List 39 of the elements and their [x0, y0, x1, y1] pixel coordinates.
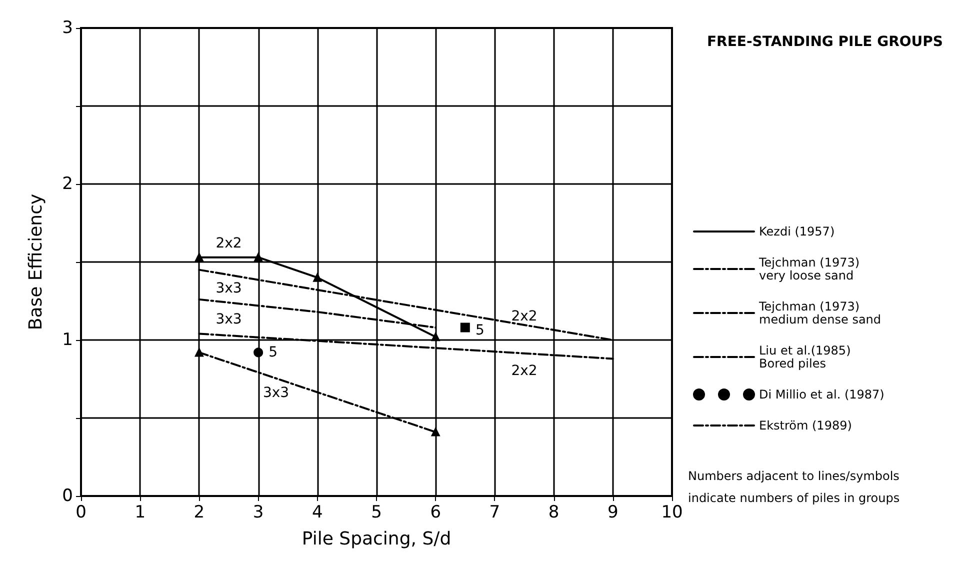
legend-label: Liu et al.(1985) Bored piles — [759, 344, 851, 370]
annotation: 2x2 — [511, 308, 538, 325]
annotation: 3x3 — [216, 312, 242, 328]
y-tick-label: 3 — [62, 18, 73, 38]
point — [254, 348, 264, 358]
annotation: 3x3 — [262, 385, 290, 402]
point — [194, 253, 204, 262]
text: Numbers adjacent to lines/symbols indicate numbers of piles in groups — [688, 469, 900, 505]
annotation: 3x3 — [216, 280, 242, 297]
x-tick-label: 9 — [607, 502, 618, 522]
x-axis-title: Pile Spacing, S/d — [302, 528, 452, 550]
annotation: 2x2 — [216, 235, 242, 252]
x-tick-label: 4 — [312, 502, 323, 522]
y-tick-label: 1 — [62, 330, 73, 350]
x-tick-label: 2 — [194, 502, 205, 522]
x-tick-label: 3 — [252, 502, 264, 522]
annotation: 5 — [475, 322, 484, 339]
point — [313, 273, 322, 282]
x-tick-label: 7 — [489, 502, 500, 522]
point — [254, 253, 263, 262]
legend-label: Ekström (1989) — [759, 418, 852, 432]
annotation: 2x2 — [511, 363, 538, 380]
point — [431, 332, 440, 342]
y-tick-label: 2 — [62, 174, 73, 194]
y-tick-label: 0 — [62, 486, 73, 506]
legend-label: Di Millio et al. (1987) — [759, 388, 884, 402]
point — [460, 322, 470, 332]
y-axis-title: Base Efficiency — [26, 194, 46, 330]
annotation: 5 — [268, 344, 278, 360]
legend-label: Kezdi (1957) — [759, 224, 835, 238]
text: FREE-STANDING PILE GROUPS — [706, 34, 944, 50]
x-tick-label: 10 — [661, 502, 683, 522]
x-tick-label: 5 — [371, 502, 382, 522]
x-tick-label: 6 — [430, 502, 442, 522]
x-tick-label: 1 — [134, 502, 146, 522]
x-tick-label: 8 — [548, 502, 560, 522]
legend-label: Tejchman (1973) medium dense sand — [758, 300, 882, 326]
legend-label: Tejchman (1973) very loose sand — [758, 256, 860, 282]
x-tick-label: 0 — [76, 502, 86, 522]
